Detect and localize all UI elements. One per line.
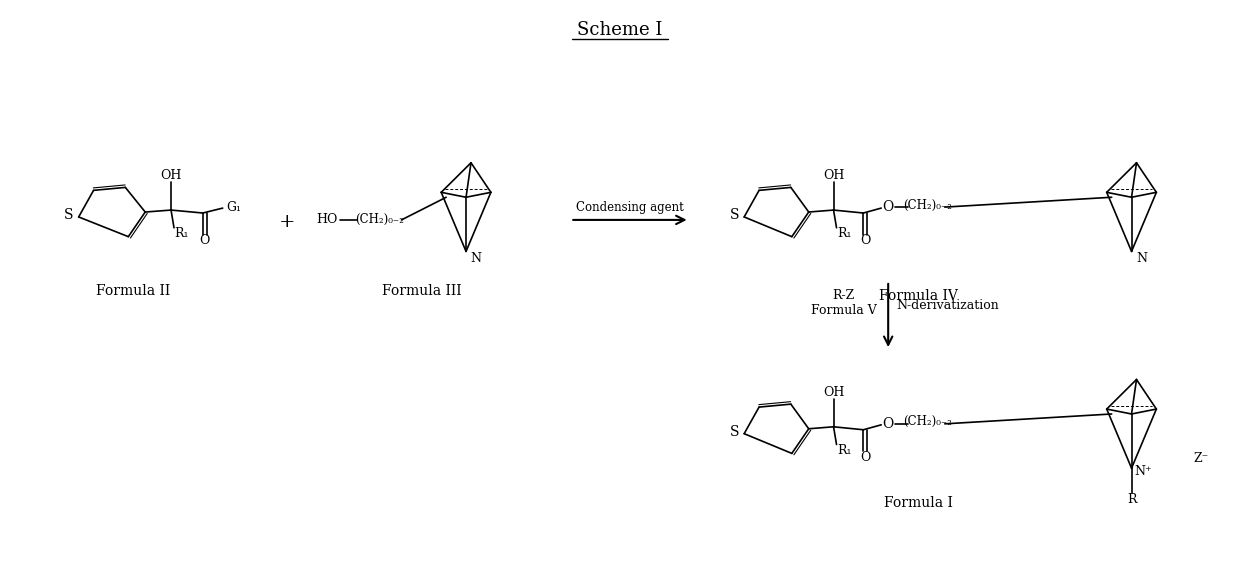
Text: O: O [200, 234, 210, 247]
Text: N: N [470, 252, 481, 265]
Text: O: O [883, 417, 894, 431]
Text: Scheme I: Scheme I [578, 21, 662, 39]
Text: R₁: R₁ [837, 444, 852, 457]
Text: O: O [883, 200, 894, 214]
Text: Formula III: Formula III [382, 284, 461, 298]
Text: (CH₂)₀₋₂: (CH₂)₀₋₂ [355, 213, 404, 227]
Text: S: S [64, 208, 73, 222]
Text: S: S [729, 425, 739, 439]
Text: (CH₂)₀₋₂: (CH₂)₀₋₂ [904, 415, 952, 429]
Text: R₁: R₁ [175, 227, 190, 240]
Text: O: O [861, 234, 870, 247]
Text: N: N [1136, 252, 1147, 265]
Text: R-Z: R-Z [832, 289, 854, 302]
Text: R₁: R₁ [837, 227, 852, 240]
Text: R: R [1127, 493, 1136, 506]
Text: HO: HO [316, 213, 337, 227]
Text: Formula II: Formula II [97, 284, 170, 298]
Text: N⁺: N⁺ [1135, 465, 1152, 477]
Text: +: + [279, 213, 295, 231]
Text: Condensing agent: Condensing agent [577, 201, 683, 214]
Text: OH: OH [160, 169, 182, 182]
Text: N-derivatization: N-derivatization [897, 299, 999, 312]
Text: OH: OH [823, 169, 844, 182]
Text: Formula V: Formula V [811, 304, 877, 317]
Text: Z⁻: Z⁻ [1193, 452, 1209, 465]
Text: S: S [729, 208, 739, 222]
Text: Formula IV: Formula IV [879, 289, 957, 303]
Text: OH: OH [823, 386, 844, 399]
Text: Formula I: Formula I [884, 496, 952, 509]
Text: G₁: G₁ [226, 201, 241, 214]
Text: (CH₂)₀₋₂: (CH₂)₀₋₂ [904, 199, 952, 211]
Text: O: O [861, 451, 870, 464]
